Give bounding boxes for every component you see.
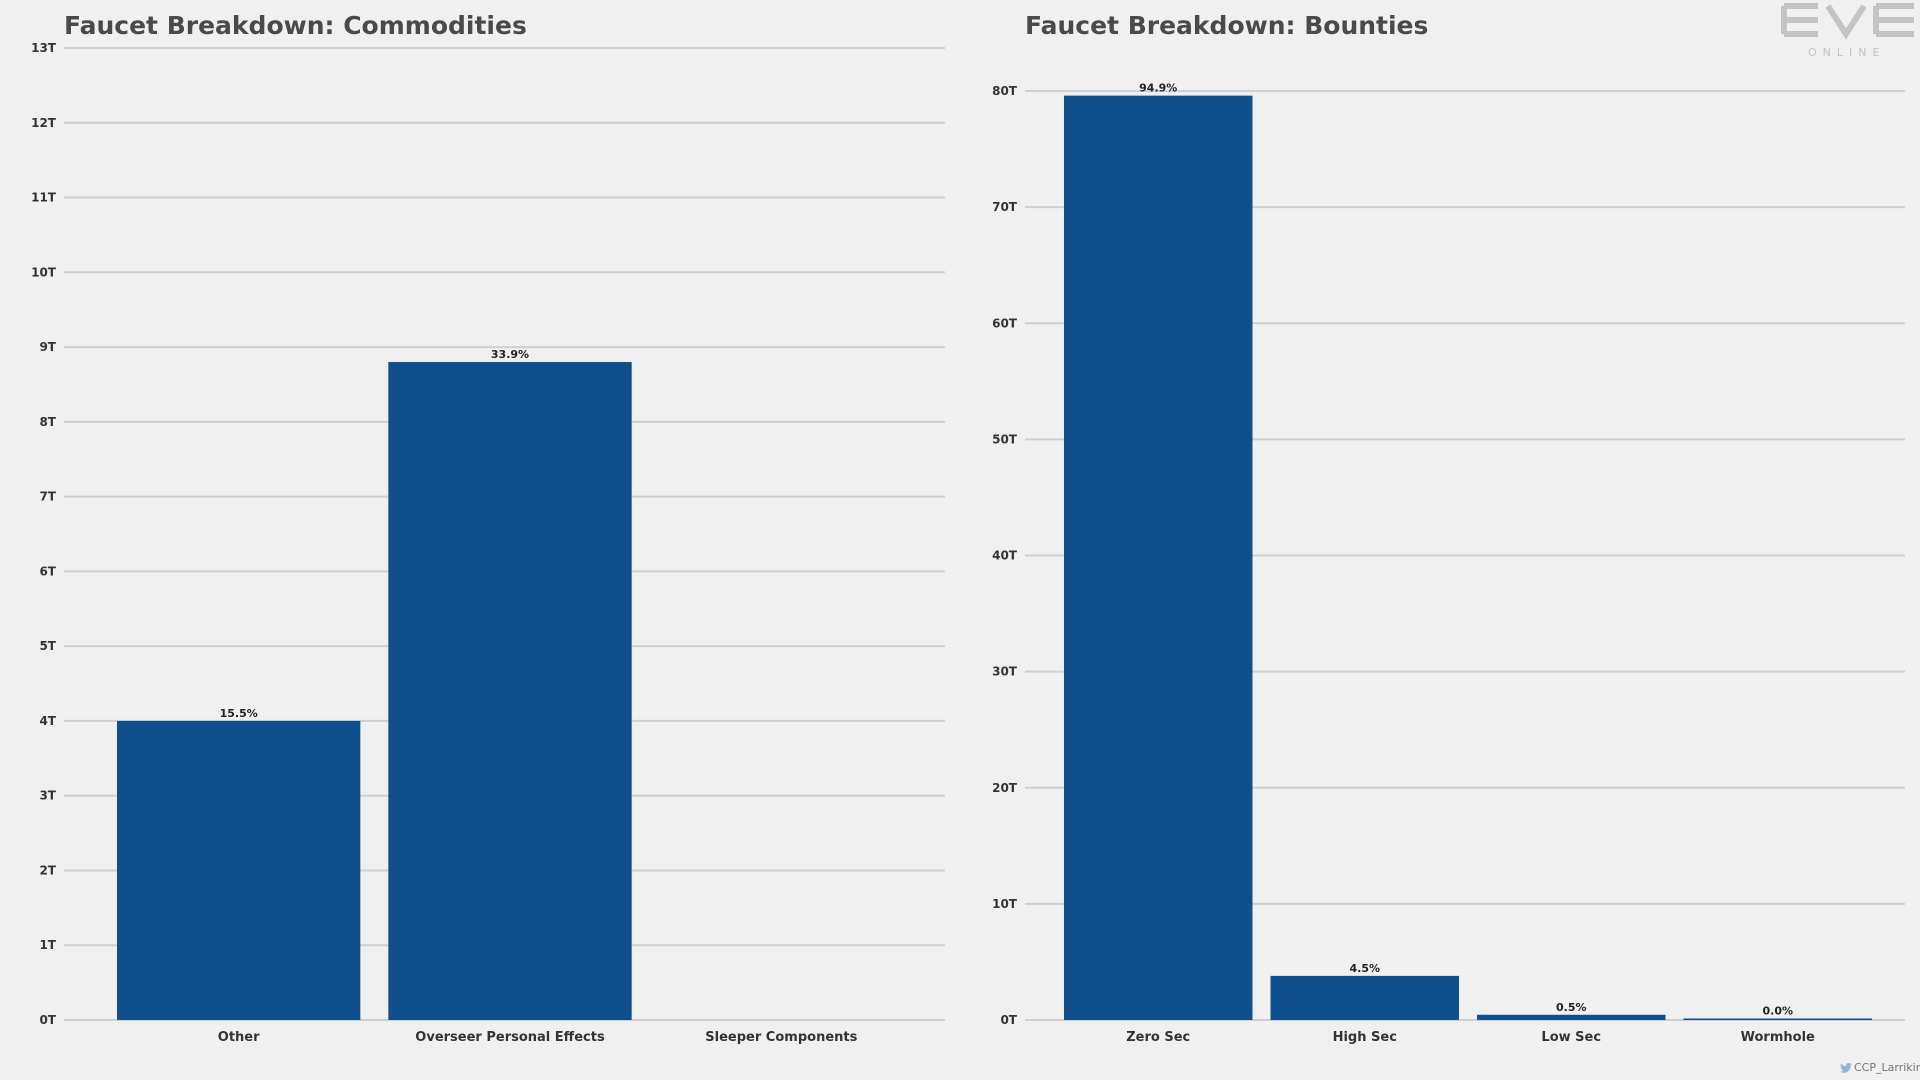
y-tick-label: 3T [39, 789, 56, 803]
bounties-bar-chart: Faucet Breakdown: Bounties 0T 10T 20T 30T 40T… [992, 11, 1905, 1045]
x-category-label: High Sec [1333, 1030, 1397, 1045]
y-tick-label: 10T [31, 265, 57, 279]
bar-data-label: 0.5% [1556, 1001, 1587, 1014]
y-tick-label: 40T [992, 549, 1018, 563]
y-tick-label: 80T [992, 84, 1018, 98]
bar [1683, 1018, 1872, 1020]
y-tick-label: 5T [39, 639, 56, 653]
credit-handle: CCP_Larrikin [1854, 1061, 1920, 1074]
bar [1064, 95, 1253, 1020]
y-tick-label: 10T [992, 897, 1018, 911]
y-tick-label: 70T [992, 200, 1018, 214]
logo-subtitle: ONLINE [1808, 46, 1885, 59]
commodities-bar-chart: Faucet Breakdown: Commodities 0T 1T 2T 3T 4T 5… [31, 11, 945, 1045]
chart-title: Faucet Breakdown: Bounties [1025, 11, 1428, 40]
bar-data-label: 4.5% [1349, 962, 1380, 975]
x-category-label: Zero Sec [1126, 1030, 1190, 1045]
y-tick-label: 20T [992, 781, 1018, 795]
y-tick-label: 0T [1000, 1013, 1017, 1027]
bar-data-label: 0.0% [1762, 1005, 1793, 1018]
x-category-label: Other [218, 1030, 260, 1045]
y-tick-label: 7T [39, 490, 56, 504]
bar [1477, 1014, 1666, 1020]
y-tick-label: 13T [31, 41, 57, 55]
bar-data-label: 94.9% [1139, 82, 1177, 95]
bar-data-label: 15.5% [220, 707, 258, 720]
x-category-label: Low Sec [1541, 1030, 1601, 1045]
y-tick-label: 8T [39, 415, 56, 429]
bar [117, 720, 361, 1020]
bar [388, 362, 632, 1020]
twitter-bird-icon [1840, 1062, 1852, 1073]
chart-title: Faucet Breakdown: Commodities [64, 11, 527, 40]
y-tick-label: 9T [39, 340, 56, 354]
y-tick-label: 11T [31, 191, 57, 205]
y-tick-label: 50T [992, 432, 1018, 446]
credit: CCP_Larrikin [1840, 1061, 1920, 1074]
y-tick-label: 2T [39, 863, 56, 877]
y-tick-label: 4T [39, 714, 56, 728]
y-tick-label: 30T [992, 665, 1018, 679]
x-category-label: Overseer Personal Effects [415, 1030, 605, 1045]
eve-online-logo: ONLINE [1781, 3, 1914, 59]
x-category-label: Sleeper Components [705, 1030, 857, 1045]
y-tick-label: 60T [992, 316, 1018, 330]
eve-logo-mark [1781, 3, 1914, 40]
y-tick-label: 0T [39, 1013, 56, 1027]
bar-data-label: 33.9% [491, 348, 529, 361]
y-tick-label: 12T [31, 116, 57, 130]
y-tick-label: 1T [39, 938, 56, 952]
bar [1270, 975, 1459, 1020]
x-category-label: Wormhole [1741, 1030, 1815, 1045]
y-tick-label: 6T [39, 564, 56, 578]
